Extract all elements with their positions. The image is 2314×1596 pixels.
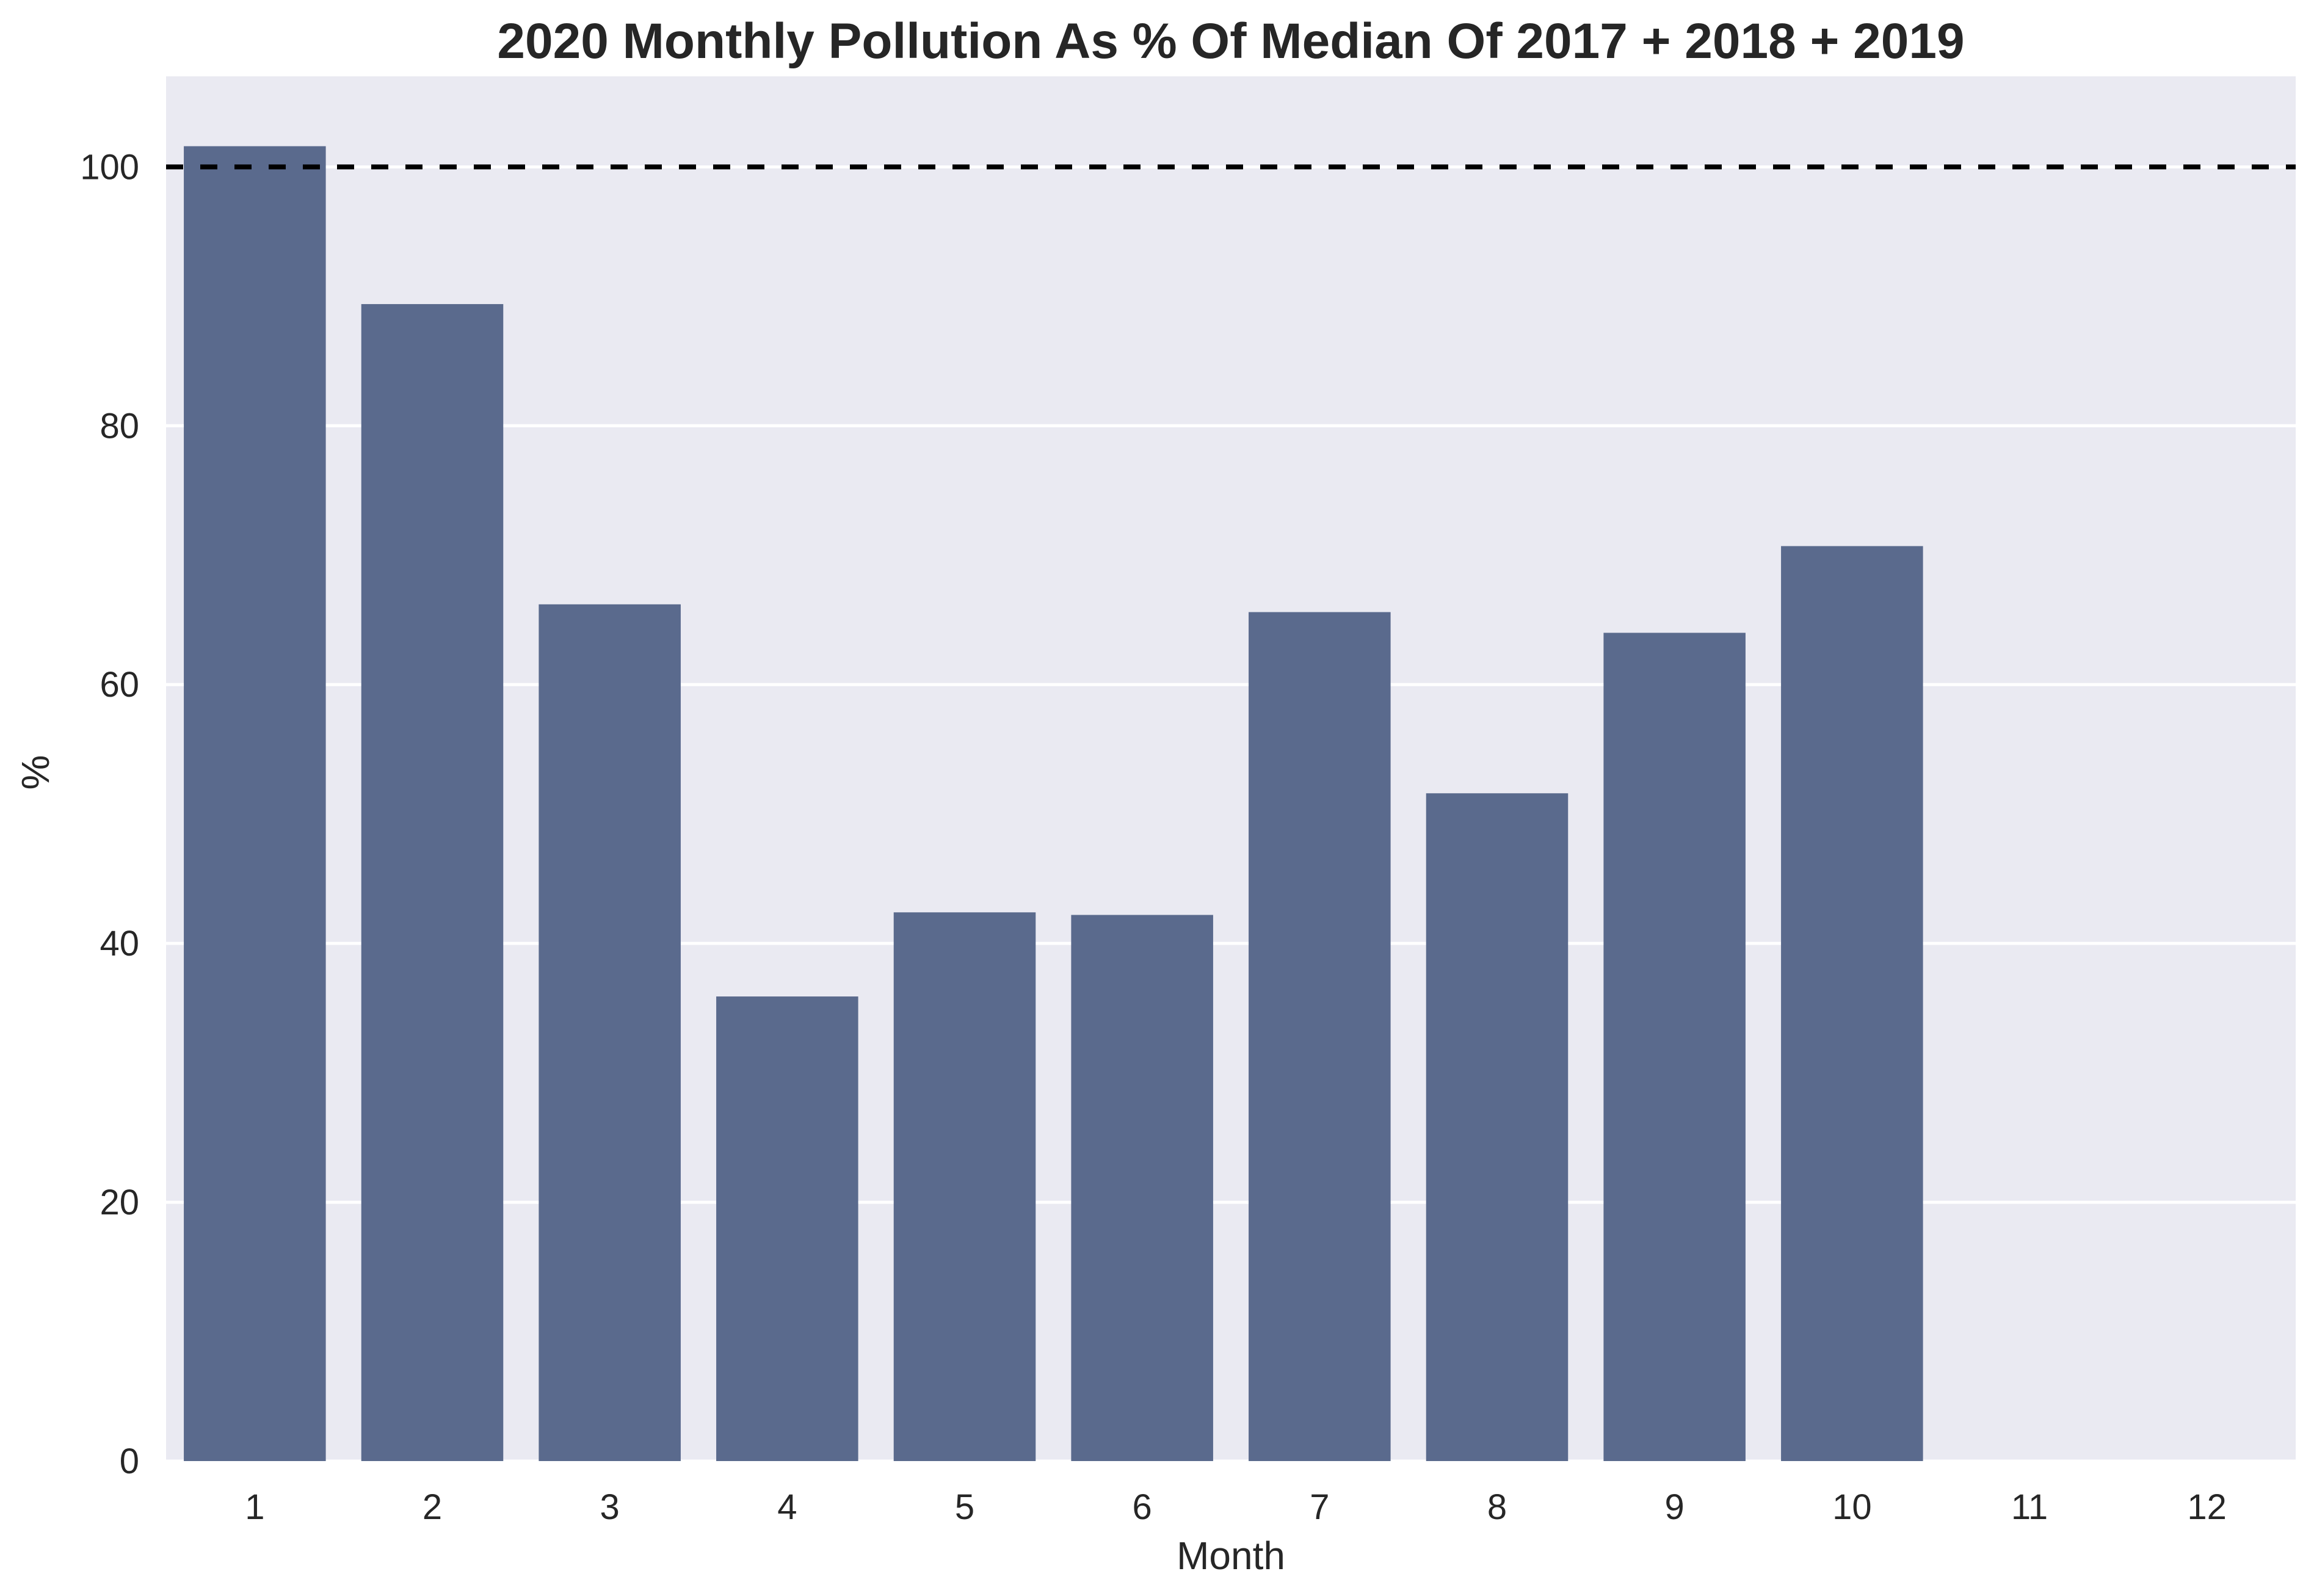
y-axis-label: % — [13, 755, 57, 790]
bar-month-6 — [1071, 915, 1213, 1461]
y-tick-labels: 0 20 40 60 80 100 — [80, 147, 139, 1481]
x-tick-label: 5 — [955, 1487, 974, 1527]
x-tick-label: 8 — [1487, 1487, 1507, 1527]
bar-month-10 — [1781, 546, 1923, 1461]
y-tick-label: 60 — [100, 665, 139, 705]
y-tick-label: 0 — [120, 1442, 139, 1481]
y-tick-label: 100 — [80, 147, 139, 187]
y-tick-label: 20 — [100, 1183, 139, 1222]
chart-title: 2020 Monthly Pollution As % Of Median Of… — [497, 13, 1964, 69]
x-tick-label: 3 — [600, 1487, 620, 1527]
x-tick-label: 10 — [1832, 1487, 1872, 1527]
bar-month-2 — [361, 304, 504, 1461]
y-tick-label: 80 — [100, 406, 139, 446]
x-tick-label: 9 — [1665, 1487, 1685, 1527]
bar-month-7 — [1249, 612, 1391, 1462]
x-tick-label: 11 — [2011, 1487, 2048, 1527]
bar-month-3 — [539, 604, 681, 1461]
bar-month-5 — [893, 912, 1036, 1461]
bar-month-4 — [716, 996, 858, 1461]
plot-area — [166, 76, 2296, 1461]
x-tick-label: 4 — [777, 1487, 797, 1527]
x-tick-label: 6 — [1133, 1487, 1152, 1527]
bars — [184, 146, 1923, 1462]
x-tick-label: 12 — [2187, 1487, 2227, 1527]
bar-month-9 — [1603, 633, 1746, 1461]
x-tick-label: 1 — [245, 1487, 264, 1527]
y-tick-label: 40 — [100, 924, 139, 963]
x-tick-label: 2 — [423, 1487, 442, 1527]
bar-month-8 — [1426, 793, 1569, 1461]
x-axis-label: Month — [1177, 1534, 1285, 1578]
x-tick-labels: 1 2 3 4 5 6 7 8 9 10 11 12 — [245, 1487, 2227, 1527]
x-tick-label: 7 — [1310, 1487, 1329, 1527]
bar-month-1 — [184, 146, 326, 1462]
